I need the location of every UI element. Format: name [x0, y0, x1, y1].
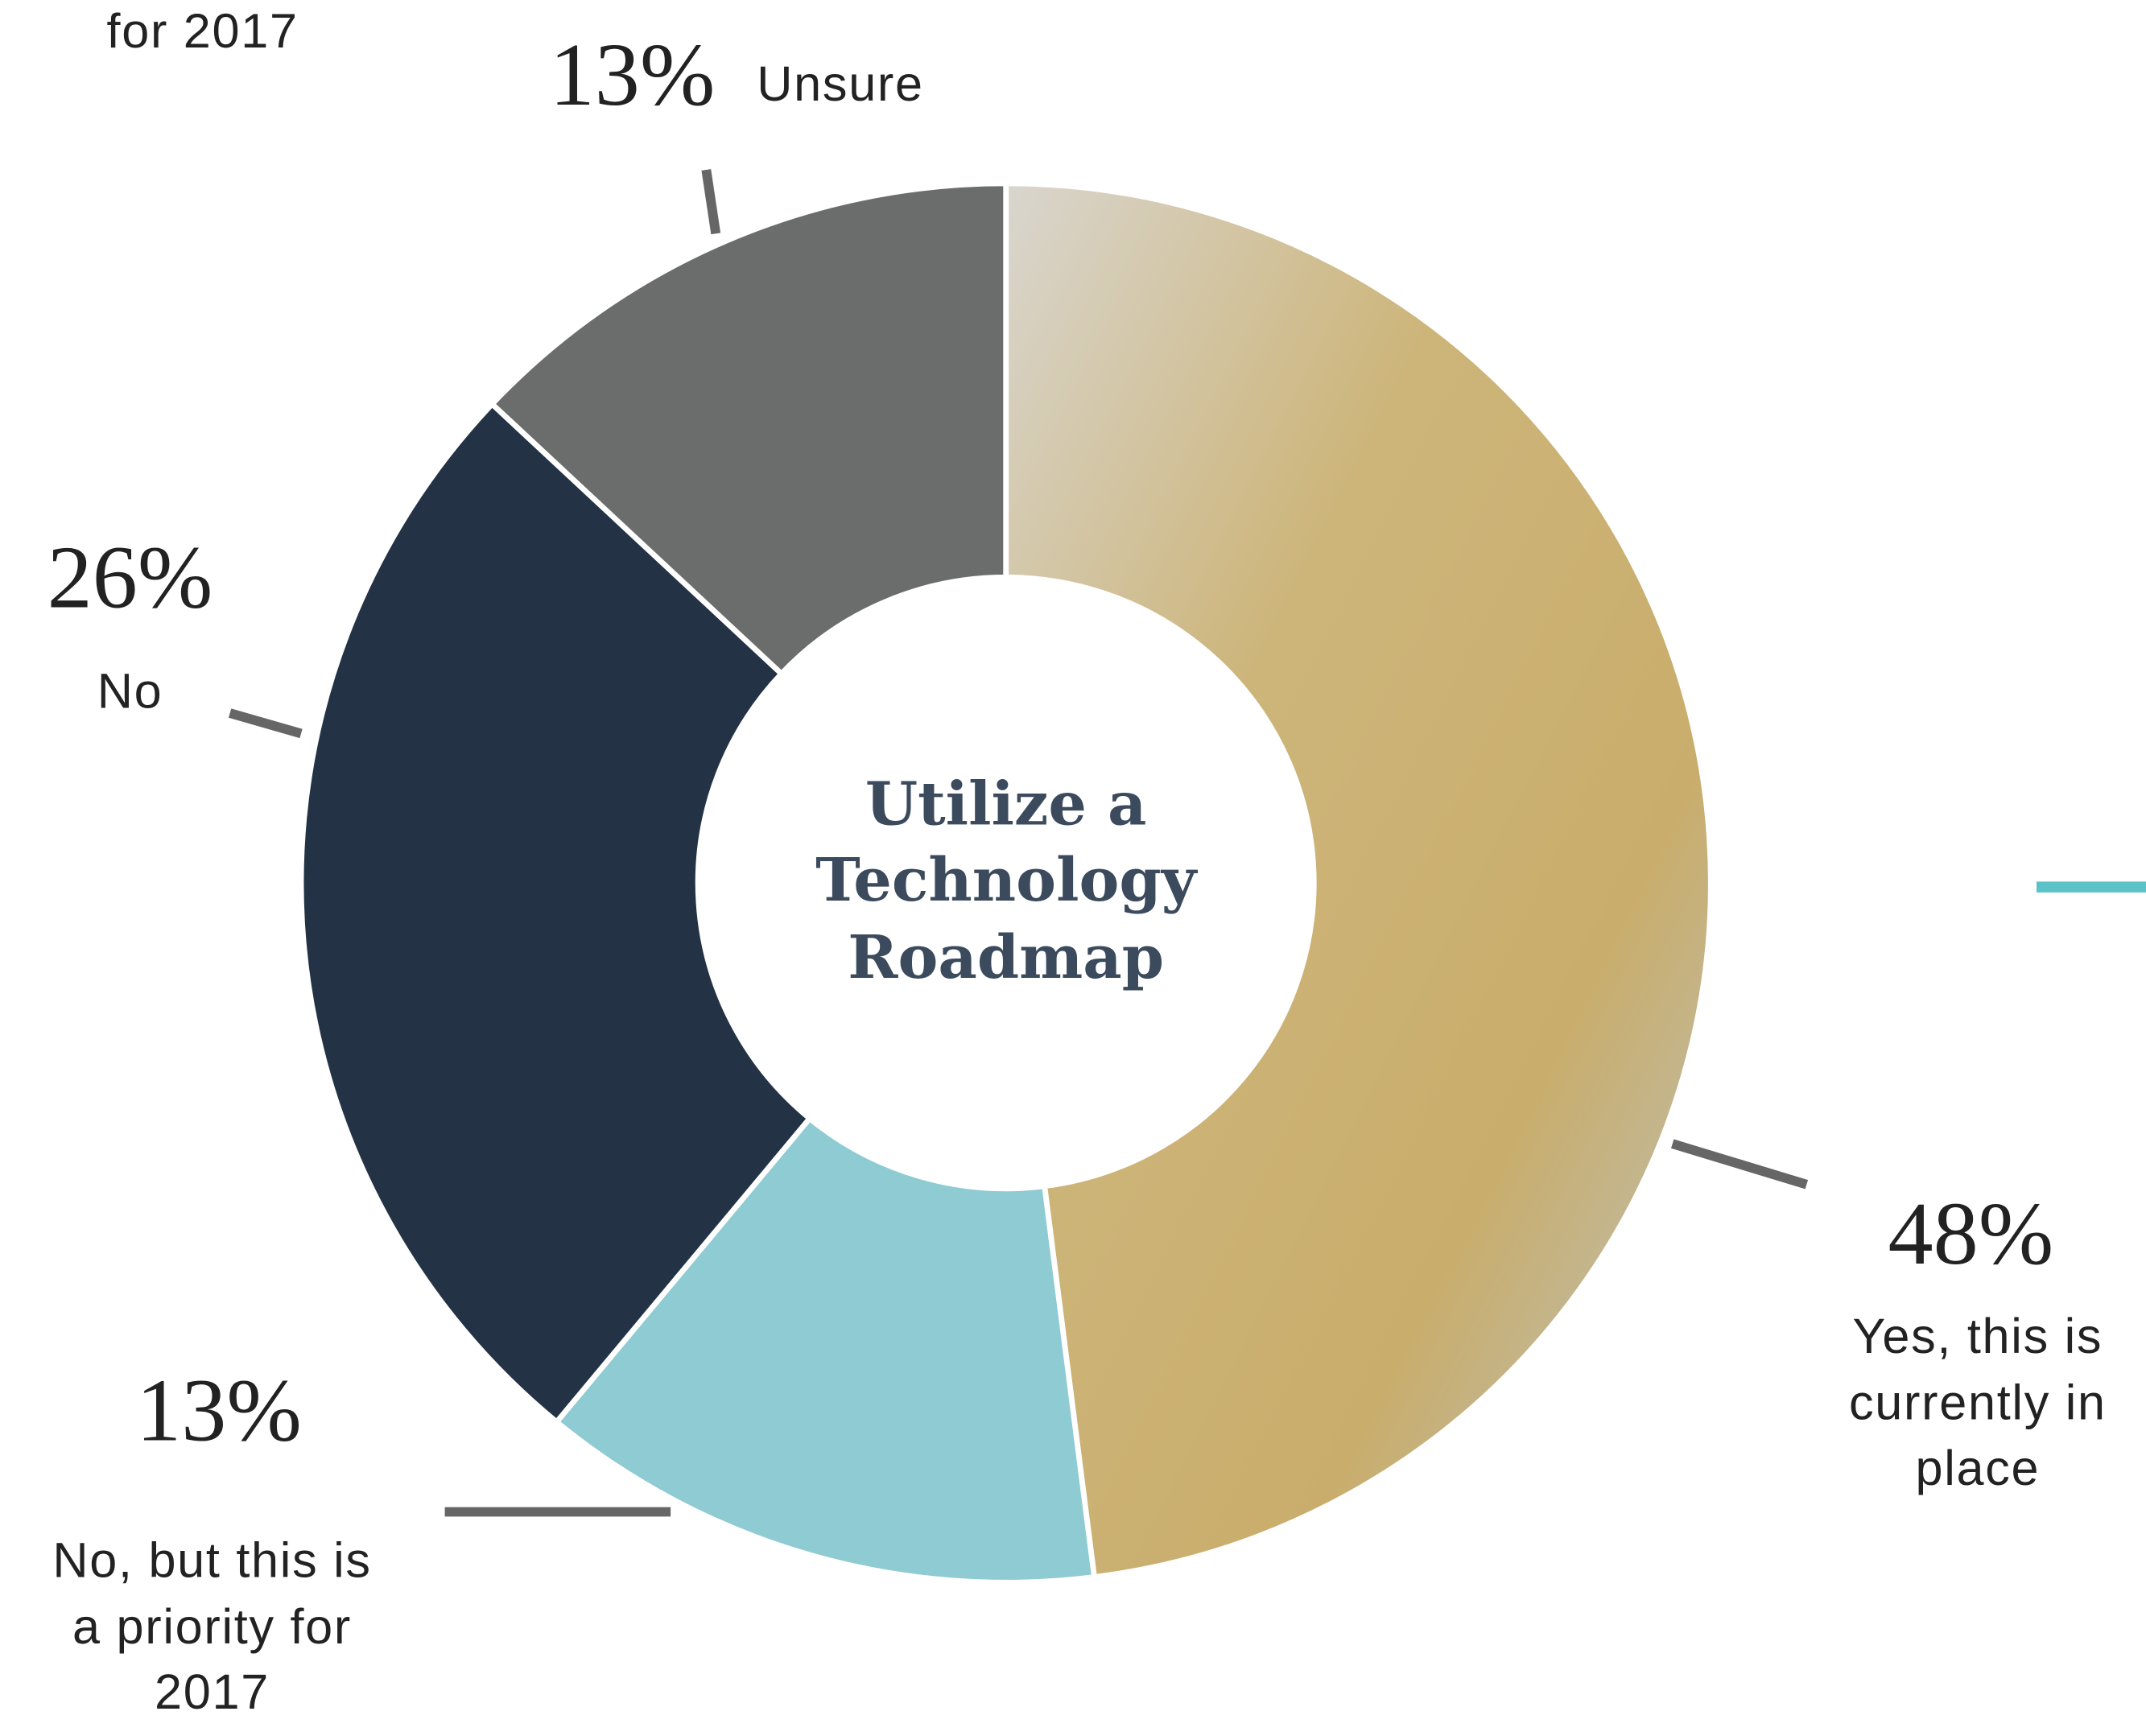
category-label: No — [97, 662, 163, 719]
center-title: Utilize a Technology Roadmap — [815, 769, 1197, 993]
category-label: No, but this is a priority for 2017 — [52, 1532, 372, 1721]
clipped-text: for 2017 — [107, 3, 299, 58]
center-title-box: Utilize a Technology Roadmap — [815, 769, 1197, 993]
category-label-box: Unsure — [757, 56, 924, 112]
value-label: 13% — [136, 1361, 302, 1461]
value-label: 26% — [47, 528, 213, 628]
category-label-box: No, but this is a priority for 2017 — [52, 1532, 372, 1721]
category-label: Yes, this is currently in place — [1848, 1308, 2107, 1496]
category-label-box: No — [97, 662, 163, 719]
leader-line — [701, 169, 721, 235]
value-label: 48% — [1888, 1184, 2054, 1284]
donut-segment — [298, 400, 814, 1426]
category-label-box: Yes, this is currently in place — [1848, 1308, 2107, 1496]
value-label: 13% — [550, 26, 716, 126]
donut-segment — [552, 1114, 1098, 1585]
leader-line — [1670, 1139, 1809, 1190]
leader-line — [228, 708, 303, 739]
donut-segment — [488, 180, 1009, 678]
donut-segment — [1003, 180, 1714, 1581]
category-label: Unsure — [757, 56, 924, 112]
